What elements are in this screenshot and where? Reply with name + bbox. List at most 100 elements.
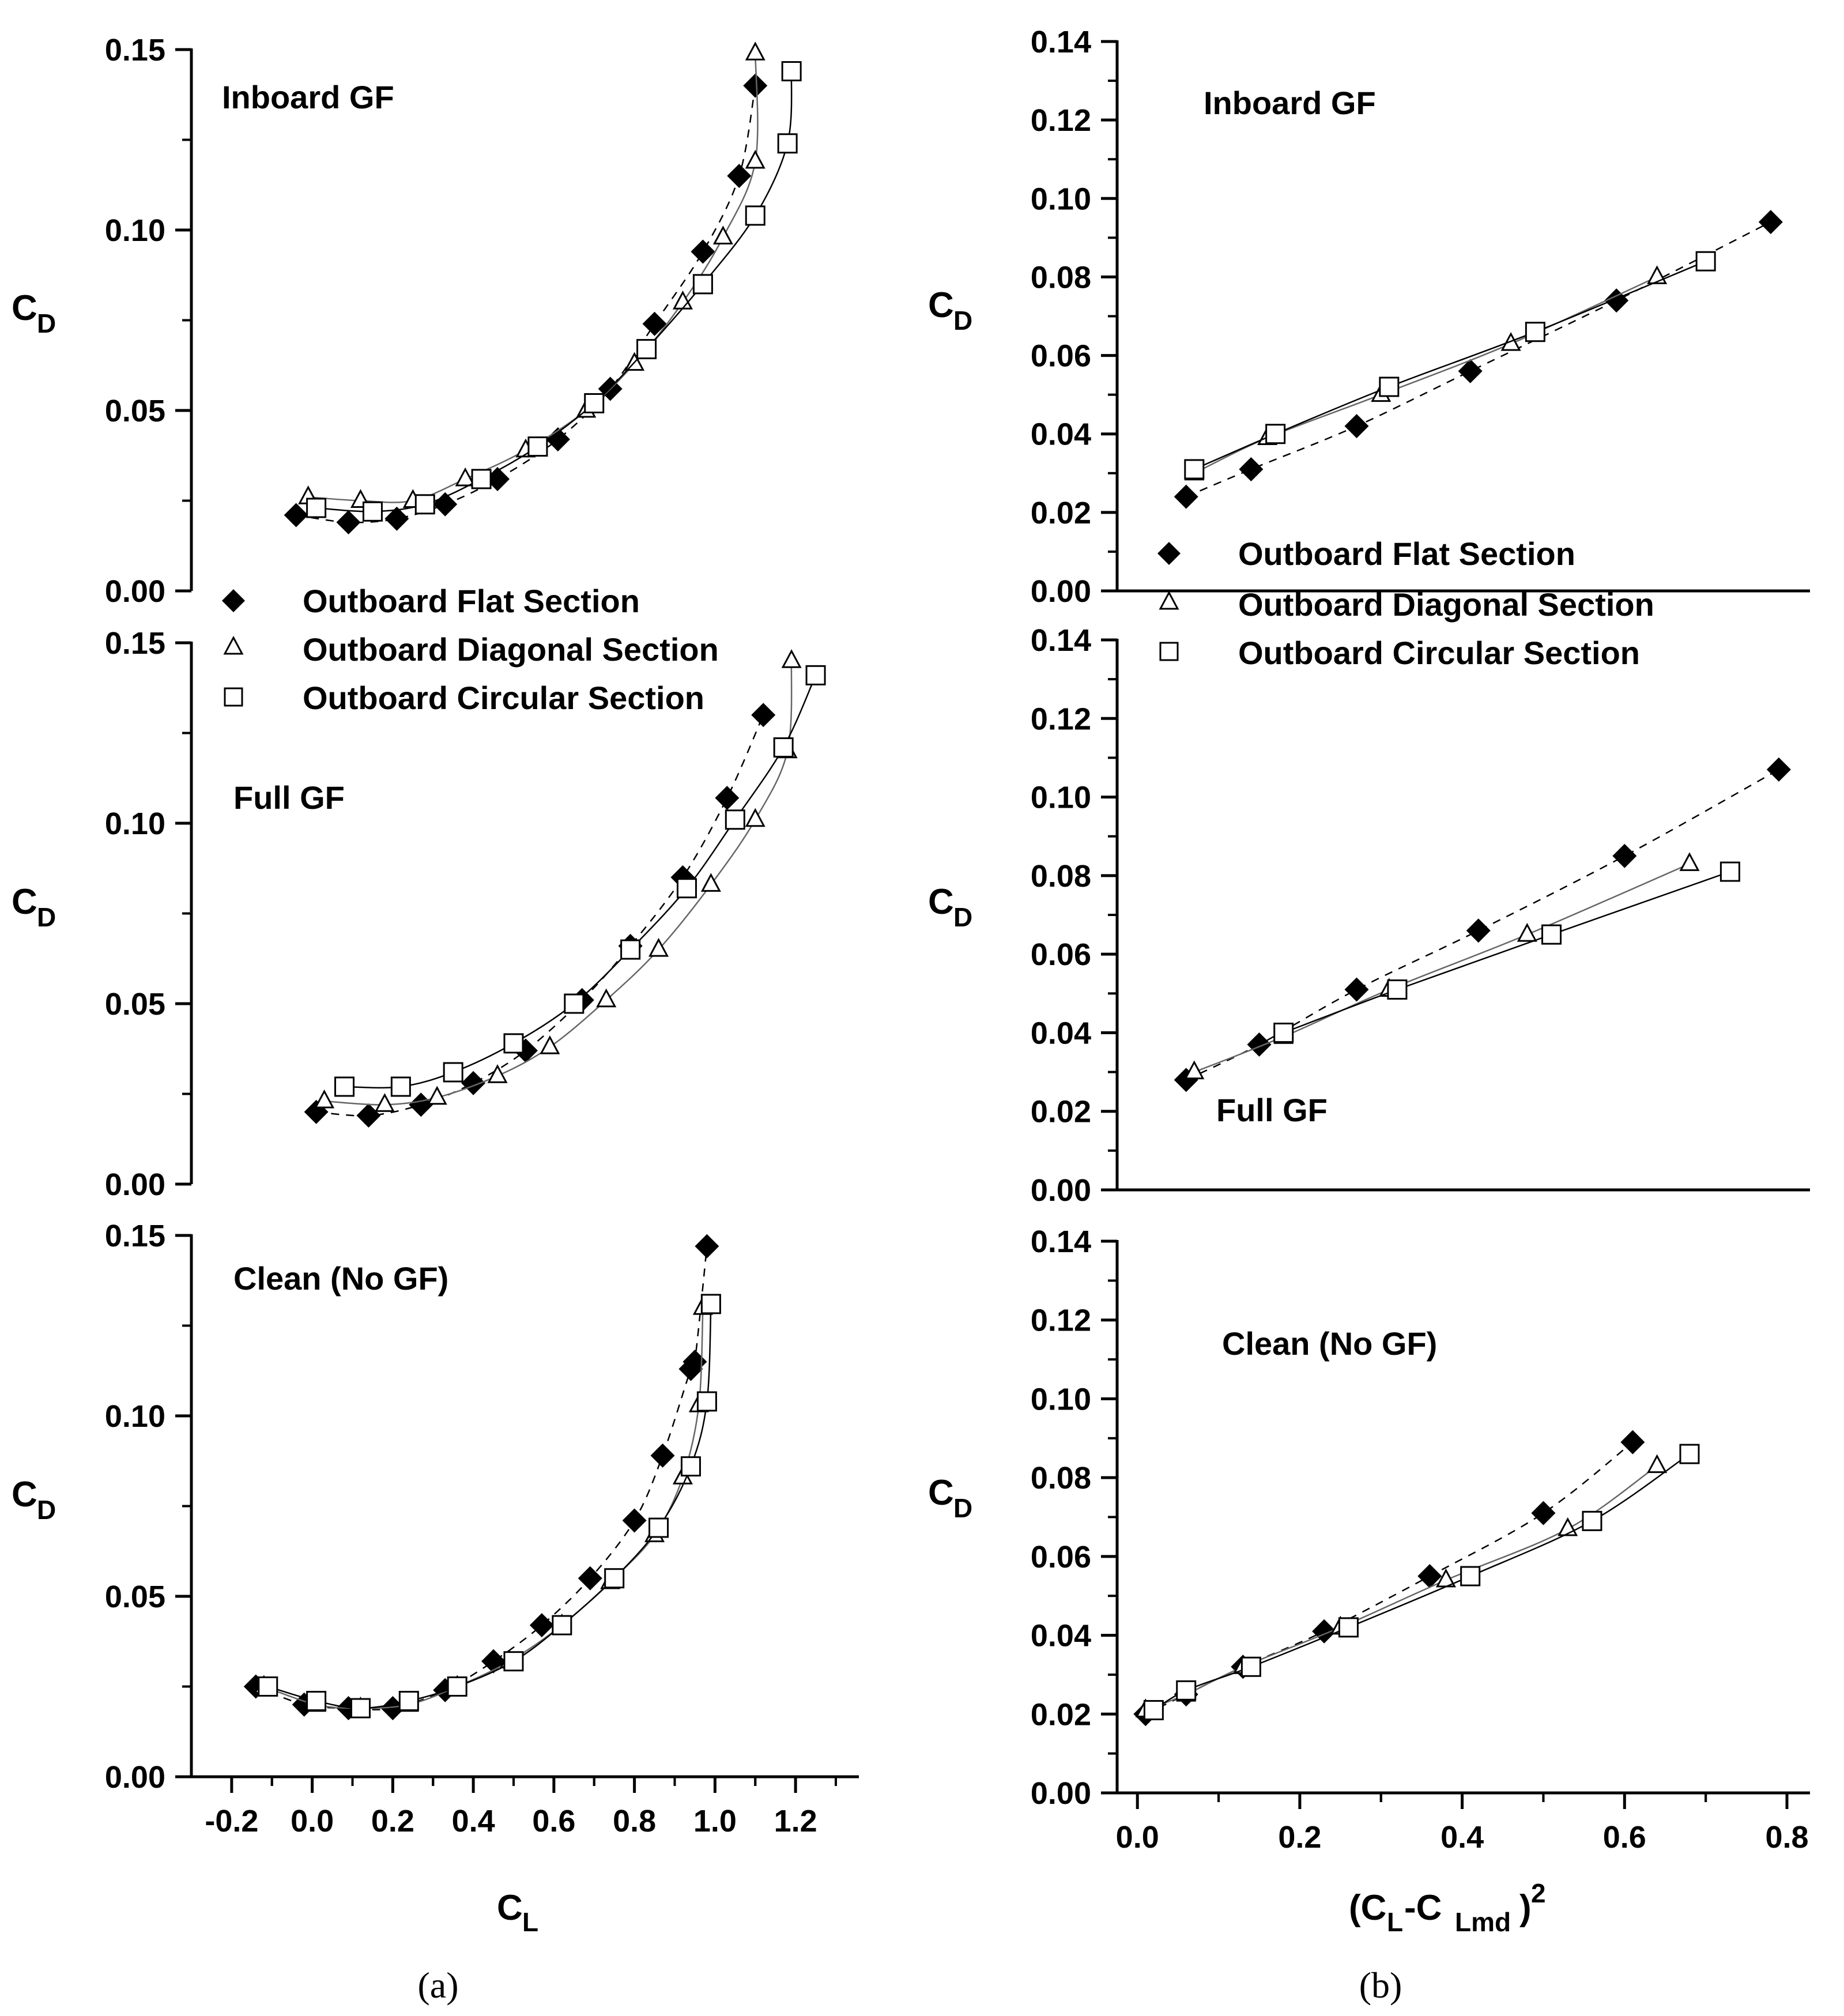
data-point-diagonal (1647, 1454, 1668, 1474)
y-axis-title: C (928, 285, 954, 325)
data-point-flat (336, 510, 361, 535)
y-tick-label: 0.00 (1031, 574, 1091, 609)
data-point-circular (700, 1294, 721, 1314)
panel-a-top: 0.00 0.05 0.10 0.15 C D Inboard GF (12, 33, 802, 609)
data-point-diagonal (745, 42, 765, 61)
data-point-circular (306, 498, 327, 518)
series-line-1 (263, 1307, 704, 1709)
data-point-flat (751, 703, 776, 728)
data-point-circular (334, 1076, 355, 1097)
data-point-flat (1239, 457, 1264, 481)
data-point-flat (727, 164, 752, 189)
data-point-flat (642, 311, 667, 336)
y-tick-label: 0.05 (105, 987, 165, 1022)
x-tick-label: 0.4 (452, 1804, 495, 1838)
y-tick-label: 0.14 (1031, 1224, 1091, 1259)
y-tick-label: 0.06 (1031, 937, 1091, 972)
data-point-circular (503, 1651, 524, 1672)
y-tick-label: 0.02 (1031, 496, 1091, 530)
data-point-circular (745, 205, 765, 226)
data-point-flat (715, 786, 740, 811)
y-tick-label: 0.12 (1031, 1303, 1091, 1338)
y-axis-title: C (12, 1475, 37, 1514)
y-axis-title: C (928, 882, 954, 922)
data-point-circular (680, 1456, 701, 1477)
data-point-flat (356, 1103, 381, 1128)
data-point-circular (777, 133, 798, 154)
data-point-diagonal (1517, 922, 1537, 942)
x-tick-label: 1.2 (774, 1804, 817, 1838)
data-point-circular (552, 1615, 572, 1636)
x-tick-label: 1.0 (693, 1804, 737, 1838)
y-tick-label: 0.10 (105, 1399, 165, 1434)
series-line-2 (267, 1303, 712, 1709)
data-point-circular (1184, 459, 1205, 480)
data-point-circular (1719, 861, 1740, 882)
series-line-0 (1145, 1441, 1634, 1715)
data-point-flat (284, 503, 308, 527)
series-line-1 (324, 661, 793, 1106)
y-tick-label: 0.10 (1031, 182, 1091, 216)
data-point-flat (650, 1443, 675, 1468)
data-point-flat (1458, 359, 1483, 383)
legend-b-label-circular: Outboard Circular Section (1238, 635, 1640, 671)
data-point-flat (743, 73, 768, 98)
data-point-circular (1460, 1566, 1481, 1587)
series-line-1 (1194, 863, 1690, 1073)
data-point-circular (564, 993, 585, 1014)
data-point-diagonal (745, 149, 765, 169)
data-point-circular (447, 1676, 467, 1697)
data-point-circular (1582, 1510, 1602, 1531)
data-point-circular (414, 494, 435, 515)
data-point-circular (1695, 251, 1716, 272)
data-point-flat (1612, 843, 1637, 868)
series-line-2 (1153, 1453, 1690, 1711)
data-point-diagonal (700, 873, 721, 892)
y-tick-label: 0.08 (1031, 1461, 1091, 1495)
x-axis-title-part: -C (1404, 1888, 1442, 1928)
data-point-diagonal (1558, 1517, 1578, 1536)
y-tick-label: 0.10 (1031, 781, 1091, 815)
series-line-0 (255, 1246, 708, 1710)
y-tick-label: 0.00 (1031, 1173, 1091, 1208)
data-point-flat (1766, 757, 1791, 782)
x-tick-label: 0.2 (1278, 1820, 1321, 1855)
legend-label-flat: Outboard Flat Section (303, 583, 640, 619)
data-point-flat (1174, 484, 1198, 509)
y-tick-label: 0.12 (1031, 103, 1091, 138)
legend-b-label-flat: Outboard Flat Section (1238, 536, 1575, 572)
x-tick-label: 0.4 (1440, 1820, 1484, 1855)
data-point-circular (805, 665, 826, 685)
data-point-circular (725, 809, 745, 830)
y-tick-label: 0.15 (105, 1219, 165, 1253)
data-point-circular (527, 436, 548, 457)
data-point-circular (503, 1033, 524, 1054)
panel-b-bottom: 0.00 0.02 0.04 0.06 0.08 0.10 0.12 0.14 0.0 0.2 0.… (928, 1224, 1810, 1937)
y-tick-label: 0.08 (1031, 859, 1091, 894)
y-axis-title-sub: D (953, 1493, 972, 1523)
legend-marker-circular (224, 687, 243, 707)
data-point-circular (773, 737, 794, 758)
data-point-flat (433, 492, 458, 517)
x-tick-label: 0.6 (532, 1804, 575, 1838)
y-tick-label: 0.02 (1031, 1095, 1091, 1129)
legend-marker-flat (222, 589, 245, 612)
data-point-flat (1344, 414, 1369, 439)
data-point-circular (1143, 1700, 1164, 1720)
data-point-circular (1525, 322, 1545, 342)
y-axis-title-sub: D (953, 306, 972, 336)
x-axis-title-part: Lmd (1455, 1907, 1511, 1937)
data-point-circular (1273, 1022, 1294, 1043)
panel-title: Clean (No GF) (233, 1260, 448, 1297)
data-point-flat (1417, 1564, 1442, 1589)
y-tick-label: 0.10 (105, 213, 165, 248)
caption-b: (b) (1359, 1965, 1402, 2006)
data-point-diagonal (374, 1093, 395, 1112)
y-axis-title-sub: D (37, 1495, 56, 1525)
data-point-circular (1265, 424, 1286, 444)
x-tick-label: 0.2 (371, 1804, 414, 1838)
panel-b-mid: 0.00 0.02 0.04 0.06 0.08 0.10 0.12 0.14 C D Full G… (928, 623, 1810, 1208)
y-tick-label: 0.08 (1031, 260, 1091, 295)
data-point-circular (398, 1691, 419, 1712)
